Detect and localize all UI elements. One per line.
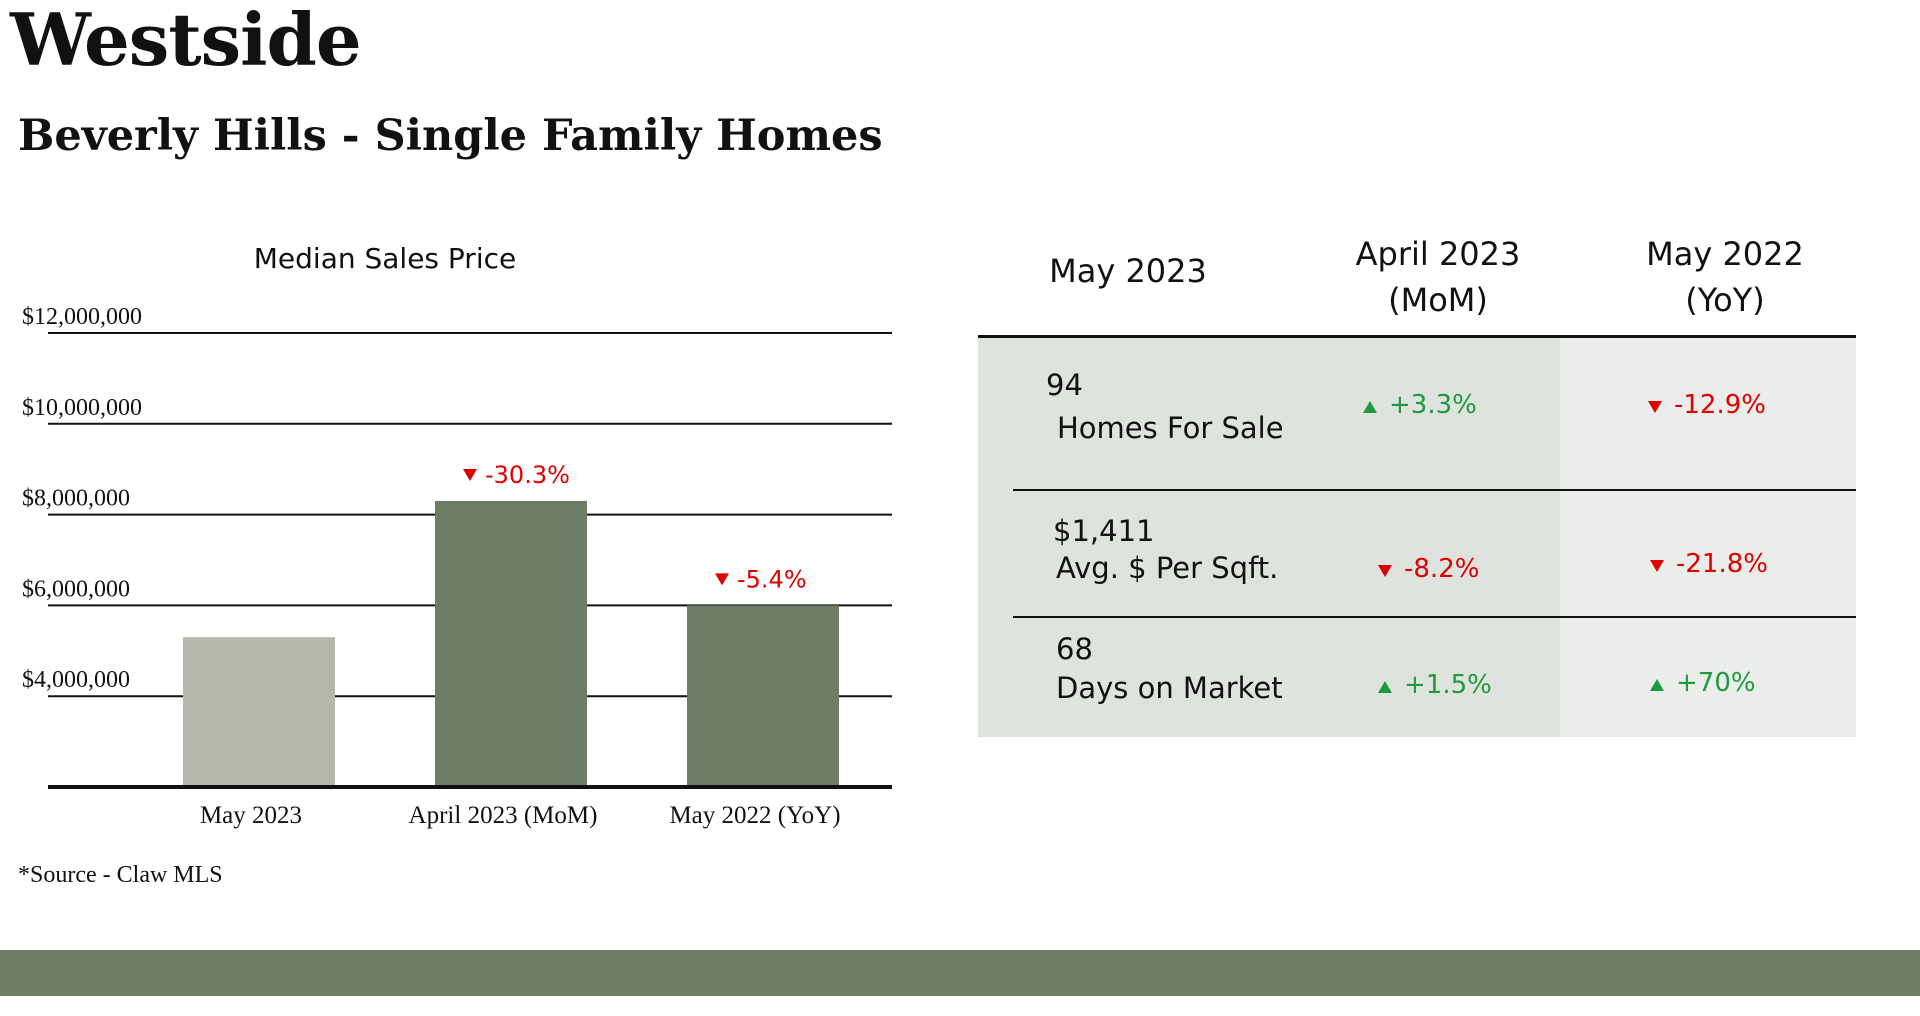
bar-change-annotation: -30.3% bbox=[463, 461, 570, 489]
chart-title: Median Sales Price bbox=[254, 242, 516, 275]
days-on-market-value: 68 bbox=[1056, 632, 1093, 666]
header-divider bbox=[978, 335, 1856, 338]
change-triangle-icon bbox=[1363, 391, 1377, 421]
bar-3 bbox=[687, 605, 839, 787]
triangle-down-icon bbox=[463, 468, 477, 481]
y-tick-label: $8,000,000 bbox=[22, 486, 130, 512]
days-on-market-mom-change: +1.5% bbox=[1378, 670, 1492, 701]
footer-band bbox=[0, 950, 1920, 996]
y-tick-label: $4,000,000 bbox=[22, 667, 130, 693]
stats-table: May 2023 April 2023 (MoM) May 2022 (YoY)… bbox=[978, 225, 1856, 737]
bar-2 bbox=[435, 500, 587, 787]
days-on-market-label: Days on Market bbox=[1056, 671, 1283, 705]
change-triangle-icon bbox=[1378, 555, 1392, 585]
x-tick-label: May 2022 (YoY) bbox=[669, 802, 840, 829]
change-triangle-icon bbox=[1378, 671, 1392, 701]
homes-for-sale-yoy-value: -12.9% bbox=[1674, 390, 1766, 420]
page-title: Westside bbox=[10, 0, 362, 82]
triangle-down-icon bbox=[715, 573, 729, 586]
mom-column-background bbox=[1316, 338, 1560, 737]
price-per-sqft-yoy-change: -21.8% bbox=[1650, 549, 1768, 580]
change-triangle-icon bbox=[1648, 391, 1662, 421]
homes-for-sale-yoy-change: -12.9% bbox=[1648, 390, 1766, 421]
median-sales-price-chart: Median Sales Price $4,000,000 $6,000,000 $… bbox=[22, 242, 892, 829]
price-per-sqft-mom-change: -8.2% bbox=[1378, 554, 1479, 585]
homes-for-sale-mom-change: +3.3% bbox=[1363, 390, 1477, 421]
yoy-column-background bbox=[1560, 338, 1856, 737]
x-tick-label: May 2023 bbox=[200, 802, 302, 829]
source-note: *Source - Claw MLS bbox=[18, 862, 223, 888]
header-yoy-line1: May 2022 bbox=[1646, 235, 1804, 273]
header-yoy: May 2022 (YoY) bbox=[1590, 231, 1860, 323]
y-tick-label: $6,000,000 bbox=[22, 576, 130, 602]
price-per-sqft-label: Avg. $ Per Sqft. bbox=[1056, 551, 1279, 585]
row-divider-2 bbox=[1013, 616, 1856, 618]
days-on-market-yoy-change: +70% bbox=[1650, 668, 1756, 699]
days-on-market-yoy-value: +70% bbox=[1676, 668, 1756, 698]
change-triangle-icon bbox=[1650, 669, 1664, 699]
x-tick-label: April 2023 (MoM) bbox=[409, 802, 598, 829]
header-mom: April 2023 (MoM) bbox=[1303, 231, 1573, 323]
row-divider-1 bbox=[1013, 489, 1856, 491]
y-tick-label: $10,000,000 bbox=[22, 395, 142, 421]
days-on-market-mom-value: +1.5% bbox=[1404, 670, 1492, 700]
annotation-text: -30.3% bbox=[485, 461, 570, 489]
price-per-sqft-value: $1,411 bbox=[1053, 514, 1155, 548]
header-yoy-line2: (YoY) bbox=[1685, 281, 1765, 319]
header-current-label: May 2023 bbox=[1049, 252, 1207, 290]
homes-for-sale-mom-value: +3.3% bbox=[1389, 390, 1477, 420]
header-mom-line2: (MoM) bbox=[1388, 281, 1488, 319]
current-column-background bbox=[978, 338, 1316, 737]
change-triangle-icon bbox=[1650, 550, 1664, 580]
bar-change-annotation: -5.4% bbox=[715, 565, 807, 593]
homes-for-sale-label: Homes For Sale bbox=[1057, 411, 1284, 445]
header-current: May 2023 bbox=[1008, 248, 1248, 294]
header-mom-line1: April 2023 bbox=[1355, 235, 1521, 273]
annotation-text: -5.4% bbox=[737, 565, 807, 593]
bar-1 bbox=[183, 637, 335, 787]
y-tick-label: $12,000,000 bbox=[22, 304, 142, 330]
homes-for-sale-value: 94 bbox=[1046, 368, 1083, 402]
price-per-sqft-mom-value: -8.2% bbox=[1404, 554, 1480, 584]
page-subtitle: Beverly Hills - Single Family Homes bbox=[18, 111, 883, 161]
price-per-sqft-yoy-value: -21.8% bbox=[1676, 549, 1768, 579]
